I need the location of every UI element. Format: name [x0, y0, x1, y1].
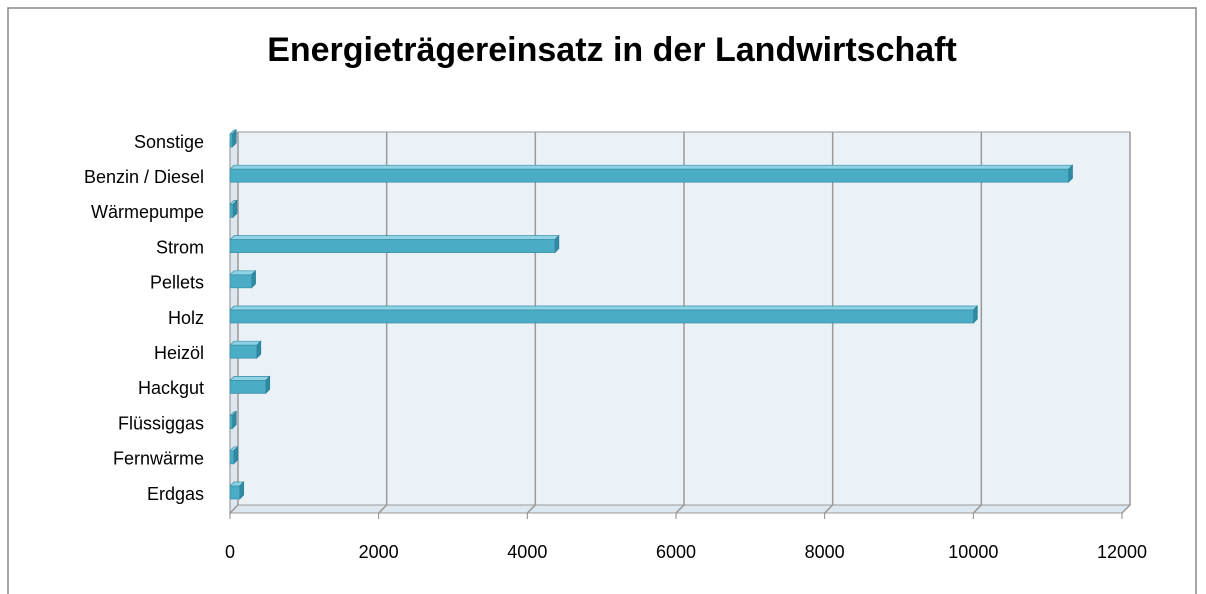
bar-front [229, 204, 234, 218]
x-tick-label: 8000 [805, 542, 845, 562]
y-tick-label: Holz [168, 308, 204, 328]
bar-front [229, 485, 241, 500]
bar-front [229, 380, 267, 394]
grid-line-floor [675, 504, 685, 514]
bar [229, 445, 239, 465]
bar-top [229, 376, 271, 381]
bar-front [229, 344, 258, 359]
y-tick-label: Fernwärme [113, 449, 204, 469]
bar-top [229, 305, 979, 311]
bar-top [229, 235, 560, 240]
x-tick-label: 0 [225, 542, 235, 562]
x-tick-label: 6000 [656, 542, 696, 562]
grid-line-floor [378, 504, 388, 514]
bar [229, 375, 271, 395]
bar [229, 481, 245, 500]
grid-line-floor [1121, 504, 1131, 514]
bar-front [229, 133, 233, 148]
bar [229, 129, 238, 148]
y-tick-label: Hackgut [138, 378, 204, 398]
grid-line-floor [972, 504, 982, 514]
grid-line-floor [824, 504, 834, 514]
y-tick-label: Pellets [150, 273, 204, 293]
bar-front [229, 274, 252, 289]
y-tick-label: Heizöl [154, 343, 204, 363]
chart-title: Energieträgereinsatz in der Landwirtscha… [267, 31, 957, 69]
y-tick-label: Benzin / Diesel [84, 167, 204, 187]
y-tick-label: Sonstige [134, 132, 204, 152]
x-tick-label: 10000 [948, 542, 998, 562]
bar [229, 269, 257, 289]
y-tick-label: Flüssiggas [118, 413, 204, 433]
bar [229, 410, 238, 430]
x-tick-label: 2000 [359, 542, 399, 562]
bar-front [229, 415, 233, 429]
bar-top [229, 164, 1074, 170]
x-tick-label: 4000 [507, 542, 547, 562]
bar-front [229, 239, 556, 253]
y-tick-label: Wärmepumpe [91, 202, 204, 222]
y-tick-label: Strom [156, 237, 204, 257]
bar-front [229, 450, 235, 465]
bar [229, 340, 262, 360]
bar-front [229, 168, 1069, 183]
bar-front [229, 309, 974, 324]
bar-top [229, 340, 262, 346]
x-tick-label: 12000 [1097, 542, 1147, 562]
y-tick-label: Erdgas [147, 484, 204, 504]
bar [229, 234, 560, 254]
grid-line-floor [526, 504, 536, 514]
bar [229, 164, 1074, 184]
bar [229, 199, 238, 219]
bar [229, 305, 979, 324]
grid-line-floor [229, 504, 239, 514]
